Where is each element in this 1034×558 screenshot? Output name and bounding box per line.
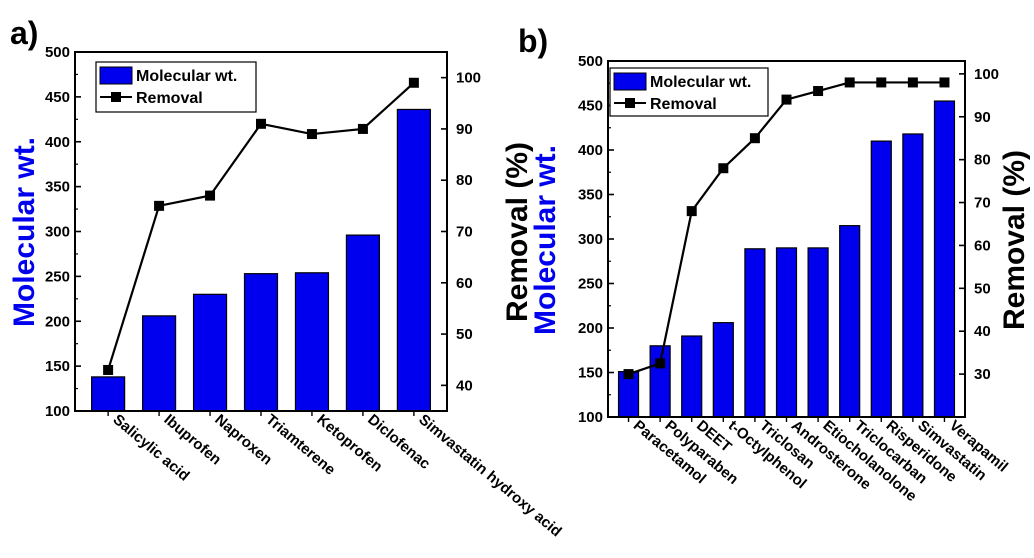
bar xyxy=(681,335,703,418)
left-tick-label: 300 xyxy=(578,231,603,248)
left-tick-label: 350 xyxy=(45,179,70,196)
left-tick-label: 100 xyxy=(45,403,70,420)
legend-bar-swatch xyxy=(99,66,133,85)
removal-point xyxy=(813,86,824,97)
removal-point xyxy=(907,77,918,88)
left-tick-label: 500 xyxy=(45,44,70,61)
removal-point xyxy=(357,123,368,134)
legend: Molecular wt. Removal xyxy=(95,61,257,113)
right-tick-label: 80 xyxy=(974,152,991,169)
bar xyxy=(649,345,671,418)
left-tick-label: 450 xyxy=(45,89,70,106)
left-tick-label: 250 xyxy=(578,276,603,293)
legend-bar-swatch xyxy=(613,72,647,91)
left-axis-title: Molecular wt. xyxy=(529,145,562,335)
removal-point xyxy=(306,129,317,140)
right-tick-label: 70 xyxy=(974,195,991,212)
removal-point xyxy=(844,77,855,88)
bar xyxy=(192,293,228,412)
removal-point xyxy=(408,77,419,88)
right-tick-label: 50 xyxy=(456,326,473,343)
bar xyxy=(345,234,381,412)
bar xyxy=(902,133,924,418)
right-tick-label: 100 xyxy=(456,70,481,87)
legend-label-molecular-wt: Molecular wt. xyxy=(650,74,751,91)
right-tick-label: 40 xyxy=(456,377,473,394)
removal-point xyxy=(256,118,266,129)
legend-label-removal: Removal xyxy=(650,96,717,113)
right-tick-label: 60 xyxy=(974,237,991,254)
right-tick-label: 90 xyxy=(974,109,991,126)
category-label: Simvastatin hydroxy acid xyxy=(415,411,565,540)
bar xyxy=(294,272,330,412)
left-tick-label: 300 xyxy=(45,224,70,241)
chart-panel-b: b) 100 150 200 250 300 350 400 450 500 30 40 50 60 70 8… xyxy=(518,23,1031,505)
right-tick-label: 70 xyxy=(456,224,473,241)
right-tick-label: 50 xyxy=(974,280,991,297)
removal-point xyxy=(205,190,216,201)
legend-label-removal: Removal xyxy=(136,90,203,107)
removal-point xyxy=(781,94,792,105)
bar xyxy=(91,376,126,412)
right-tick-label: 60 xyxy=(456,275,473,292)
panel-label: b) xyxy=(518,23,548,59)
bar xyxy=(807,247,829,418)
removal-point xyxy=(876,77,887,88)
legend-line-marker xyxy=(111,92,121,102)
bar xyxy=(243,273,279,412)
removal-point xyxy=(939,77,950,88)
removal-point xyxy=(686,206,697,217)
right-tick-label: 40 xyxy=(974,323,991,340)
left-tick-label: 400 xyxy=(45,134,70,151)
removal-point xyxy=(655,358,666,369)
panel-label: a) xyxy=(10,15,38,51)
bar xyxy=(870,140,892,418)
legend: Molecular wt. Removal xyxy=(609,67,769,117)
bar xyxy=(775,247,798,418)
bar xyxy=(396,108,431,412)
left-tick-label: 150 xyxy=(578,365,603,382)
right-axis-title: Removal (%) xyxy=(501,142,534,322)
legend-line-marker xyxy=(625,98,635,108)
left-axis-title: Molecular wt. xyxy=(8,137,41,327)
left-tick-label: 250 xyxy=(45,268,70,285)
bar xyxy=(141,315,177,412)
removal-point xyxy=(103,364,114,375)
left-tick-label: 200 xyxy=(578,320,603,337)
left-tick-label: 500 xyxy=(578,53,603,70)
removal-point xyxy=(718,163,729,174)
bar xyxy=(839,225,861,418)
removal-point xyxy=(623,369,634,380)
left-tick-label: 100 xyxy=(578,409,603,426)
bar xyxy=(933,100,956,418)
left-tick-label: 450 xyxy=(578,98,603,115)
bar xyxy=(744,248,766,418)
bar xyxy=(712,322,734,418)
right-tick-label: 90 xyxy=(456,121,473,138)
removal-point xyxy=(154,200,165,211)
legend-label-molecular-wt: Molecular wt. xyxy=(136,68,237,85)
removal-point xyxy=(749,133,760,144)
right-tick-label: 100 xyxy=(974,66,999,83)
left-tick-label: 400 xyxy=(578,142,603,159)
right-tick-label: 80 xyxy=(456,172,473,189)
left-tick-label: 350 xyxy=(578,187,603,204)
right-tick-label: 30 xyxy=(974,366,991,383)
left-tick-label: 150 xyxy=(45,358,70,375)
left-tick-label: 200 xyxy=(45,313,70,330)
right-axis-title: Removal (%) xyxy=(998,150,1031,330)
chart-panel-a: a) 100 150 200 250 300 350 400 450 500 40 50 60 70 80 9… xyxy=(8,15,565,540)
